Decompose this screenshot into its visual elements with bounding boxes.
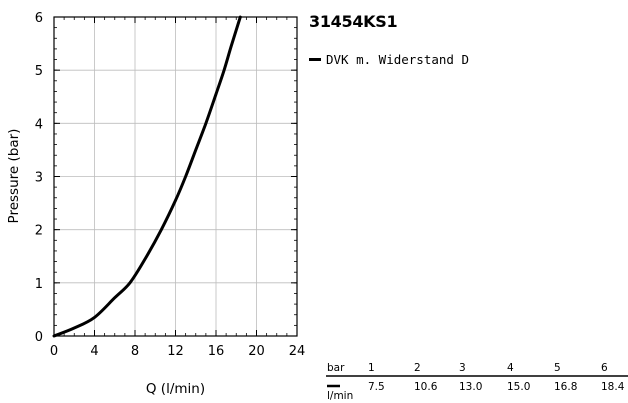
legend: DVK m. Widerstand D (309, 52, 469, 67)
y-tick-label: 0 (35, 330, 43, 345)
x-axis-title: Q (l/min) (146, 381, 205, 397)
grid-lines (53, 16, 298, 337)
x-tick-label: 24 (289, 344, 306, 359)
y-tick-label: 4 (35, 117, 43, 132)
chart-title: 31454KS1 (309, 12, 398, 31)
series-line (52, 15, 242, 338)
x-tick-label: 0 (50, 344, 58, 359)
y-tick-label: 2 (35, 224, 43, 239)
legend-swatch (309, 58, 321, 61)
series-layer (52, 15, 242, 338)
x-tick-labels: 0 4 8 12 16 20 24 (50, 344, 305, 359)
y-axis-title: Pressure (bar) (6, 129, 22, 224)
x-tick-label: 20 (248, 344, 265, 359)
x-tick-label: 8 (131, 344, 139, 359)
y-tick-label: 5 (35, 64, 43, 79)
y-tick-label: 1 (35, 277, 43, 292)
plot-frame (53, 16, 298, 337)
y-tick-labels: 0 1 2 3 4 5 6 (35, 11, 43, 345)
legend-label: DVK m. Widerstand D (326, 52, 469, 67)
y-tick-label: 6 (35, 11, 43, 26)
x-tick-label: 12 (167, 344, 184, 359)
x-tick-label: 4 (90, 344, 98, 359)
x-tick-label: 16 (208, 344, 225, 359)
y-tick-label: 3 (35, 171, 43, 186)
